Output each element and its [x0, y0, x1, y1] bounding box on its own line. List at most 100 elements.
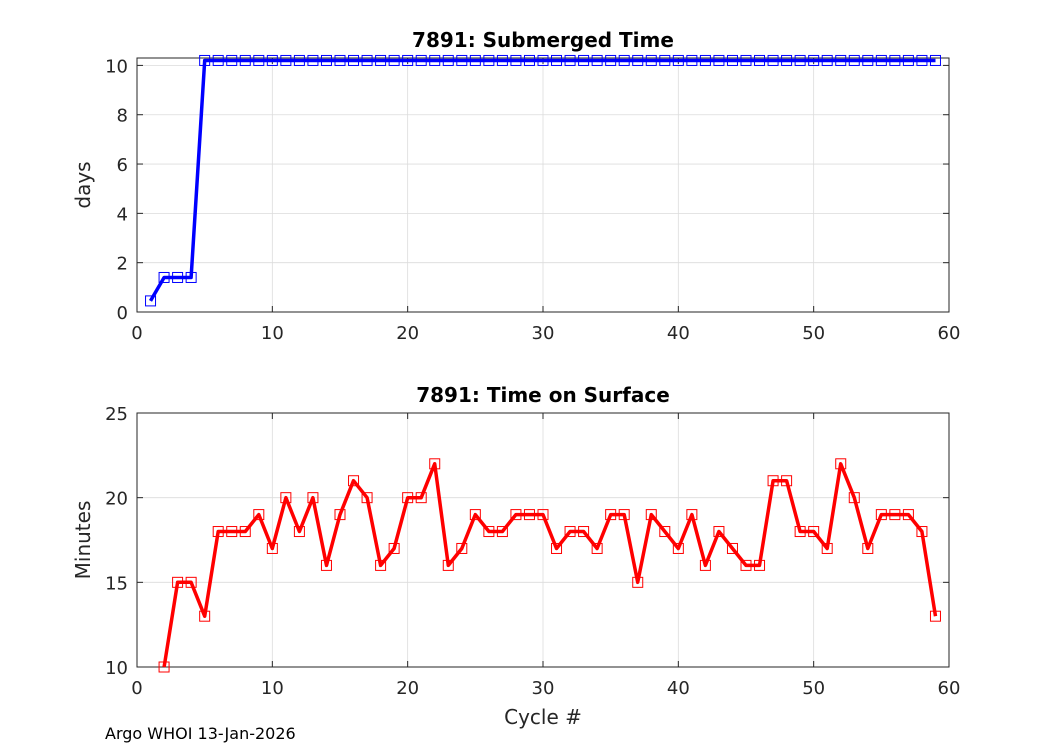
submerged-data-point — [185, 271, 197, 283]
submerged-ytick-label: 10 — [105, 56, 128, 77]
submerged-data-point — [429, 54, 441, 66]
surface-data-point — [185, 576, 197, 588]
surface-ytick-label: 10 — [105, 658, 128, 679]
surface-data-point — [754, 559, 766, 571]
submerged-data-point — [280, 54, 292, 66]
submerged-data-point — [699, 54, 711, 66]
submerged-xtick-label: 0 — [131, 323, 142, 344]
surface-data-point — [429, 458, 441, 470]
surface-data-point — [375, 559, 387, 571]
submerged-data-point — [523, 54, 535, 66]
surface-data-point — [253, 509, 265, 521]
surface-data-point — [172, 576, 184, 588]
surface-data-point — [699, 559, 711, 571]
surface-data-point — [591, 542, 603, 554]
submerged-ytick-label: 2 — [117, 254, 128, 275]
submerged-data-point — [632, 54, 644, 66]
surface-data-point — [361, 492, 373, 504]
submerged-data-point — [808, 54, 820, 66]
surface-xtick-label: 50 — [802, 678, 825, 699]
surface-data-point — [239, 526, 251, 538]
submerged-xtick-label: 20 — [396, 323, 419, 344]
submerged-data-point — [726, 54, 738, 66]
submerged-xtick-label: 40 — [667, 323, 690, 344]
surface-data-point — [605, 509, 617, 521]
submerged-ytick-label: 6 — [117, 155, 128, 176]
surface-data-point — [280, 492, 292, 504]
surface-data-point — [456, 542, 468, 554]
submerged-data-point — [740, 54, 752, 66]
submerged-data-point — [862, 54, 874, 66]
surface-data-point — [726, 542, 738, 554]
submerged-data-point — [510, 54, 522, 66]
submerged-data-point — [672, 54, 684, 66]
surface-data-point — [510, 509, 522, 521]
surface-data-point — [929, 610, 941, 622]
surface-xtick-label: 60 — [938, 678, 961, 699]
submerged-xtick-label: 30 — [532, 323, 555, 344]
surface-data-point — [266, 542, 278, 554]
surface-ytick-label: 15 — [105, 573, 128, 594]
submerged-data-point — [199, 54, 211, 66]
submerged-data-point — [239, 54, 251, 66]
submerged-data-point — [713, 54, 725, 66]
submerged-data-point — [348, 54, 360, 66]
surface-xtick-label: 0 — [131, 678, 142, 699]
surface-xtick-label: 40 — [667, 678, 690, 699]
submerged-data-point — [929, 54, 941, 66]
surface-data-point — [767, 475, 779, 487]
submerged-data-point — [158, 271, 170, 283]
submerged-data-point — [591, 54, 603, 66]
surface-data-point — [578, 526, 590, 538]
submerged-data-point — [916, 54, 928, 66]
surface-data-point — [307, 492, 319, 504]
surface-data-point — [415, 492, 427, 504]
surface-xtick-label: 30 — [532, 678, 555, 699]
submerged-data-point — [564, 54, 576, 66]
surface-data-point — [564, 526, 576, 538]
surface-xlabel: Cycle # — [504, 705, 582, 729]
surface-data-point — [348, 475, 360, 487]
surface-data-point — [320, 559, 332, 571]
submerged-ytick-label: 8 — [117, 106, 128, 127]
submerged-data-point — [145, 295, 157, 307]
submerged-data-point — [266, 54, 278, 66]
surface-data-point — [889, 509, 901, 521]
submerged-data-point — [537, 54, 549, 66]
surface-data-point — [821, 542, 833, 554]
surface-data-point — [388, 542, 400, 554]
submerged-data-point — [551, 54, 563, 66]
submerged-data-point — [172, 271, 184, 283]
surface-data-point — [158, 661, 170, 673]
surface-data-point — [632, 576, 644, 588]
surface-data-point — [402, 492, 414, 504]
submerged-data-point — [889, 54, 901, 66]
submerged-xtick-label: 50 — [802, 323, 825, 344]
surface-title: 7891: Time on Surface — [416, 383, 670, 407]
surface-data-point — [740, 559, 752, 571]
submerged-data-point — [875, 54, 887, 66]
surface-data-point — [672, 542, 684, 554]
surface-data-point — [916, 526, 928, 538]
surface-ytick-label: 25 — [105, 404, 128, 425]
surface-data-point — [293, 526, 305, 538]
submerged-data-point — [456, 54, 468, 66]
submerged-data-point — [645, 54, 657, 66]
surface-xtick-label: 10 — [261, 678, 284, 699]
submerged-data-point — [334, 54, 346, 66]
submerged-data-point — [902, 54, 914, 66]
submerged-chart: 0 10 20 30 40 50 60 0 2 4 6 8 10 7891: Submerged Time… — [71, 28, 960, 344]
submerged-data-point — [794, 54, 806, 66]
submerged-data-point — [848, 54, 860, 66]
submerged-data-point — [618, 54, 630, 66]
submerged-data-point — [212, 54, 224, 66]
surface-data-point — [659, 526, 671, 538]
submerged-data-point — [320, 54, 332, 66]
surface-ylabel: Minutes — [71, 501, 95, 580]
surface-data-point — [483, 526, 495, 538]
surface-data-point — [862, 542, 874, 554]
surface-data-point — [442, 559, 454, 571]
surface-data-point — [713, 526, 725, 538]
